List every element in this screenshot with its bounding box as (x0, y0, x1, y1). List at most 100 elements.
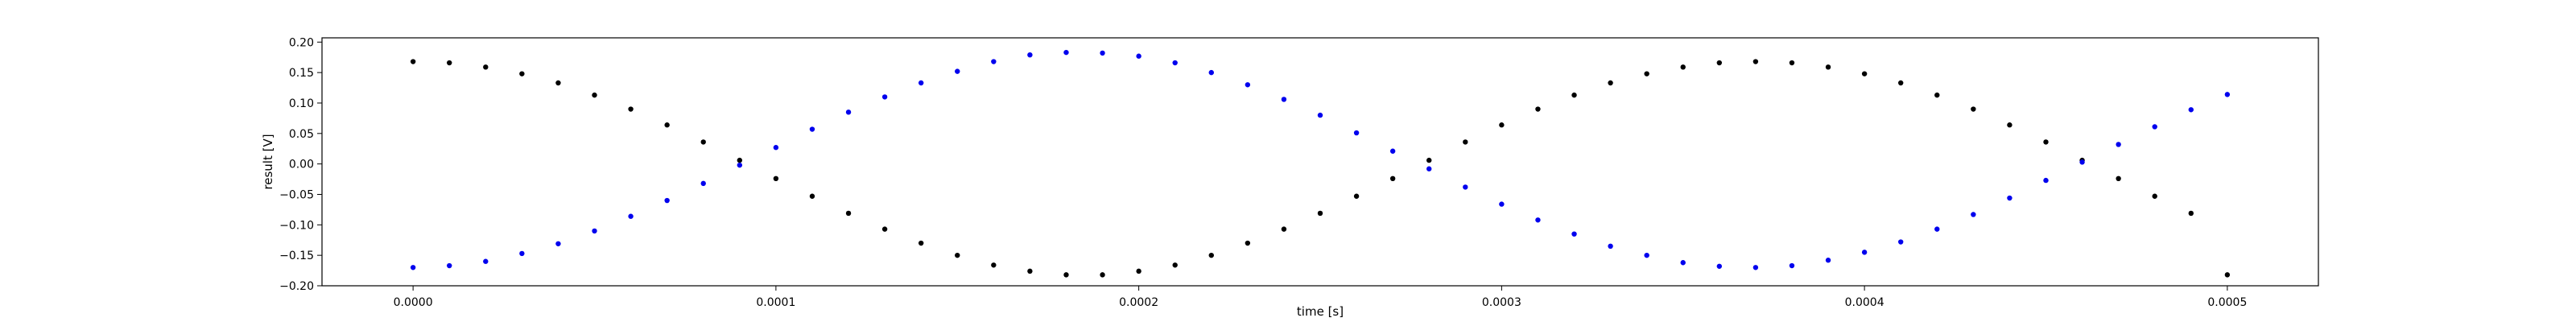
data-point (2043, 177, 2049, 184)
data-point (2188, 210, 2194, 217)
data-point (592, 92, 597, 98)
x-tick-label: 0.0004 (1845, 296, 1885, 309)
data-point (447, 60, 452, 66)
x-axis: 0.0000 0.0001 0.0002 0.0003 0.0004 0.0005 (394, 286, 2247, 309)
series-1 (410, 59, 2231, 278)
data-point (1136, 53, 1141, 59)
data-point (1825, 64, 1831, 70)
data-point (1608, 80, 1613, 86)
data-point (2043, 139, 2049, 145)
data-point (1752, 265, 1759, 270)
data-point (1245, 240, 1251, 246)
data-point (483, 258, 489, 264)
data-point (1571, 231, 1577, 237)
data-point (1136, 268, 1141, 275)
data-point (809, 193, 815, 199)
plot-area-frame (321, 37, 2319, 287)
x-axis-label: time [s] (1297, 304, 1344, 319)
data-point (483, 64, 489, 70)
data-point (955, 68, 960, 74)
data-point (1353, 193, 1360, 199)
data-point (881, 226, 888, 232)
data-point (1463, 139, 1468, 145)
data-point (1172, 60, 1178, 66)
data-point (664, 197, 670, 204)
data-point (592, 228, 597, 234)
chart-series-layer (410, 49, 2231, 278)
data-point (555, 80, 561, 86)
data-point (1897, 80, 1904, 86)
data-point (1245, 82, 1251, 88)
data-point (1027, 52, 1033, 58)
data-point (1789, 262, 1795, 269)
data-point (1571, 92, 1577, 98)
y-axis-label: result [V] (261, 134, 275, 189)
x-tick-label: 0.0000 (394, 296, 433, 309)
data-point (2079, 159, 2085, 165)
data-point (1934, 92, 1940, 98)
data-point (918, 240, 924, 246)
data-point (2007, 122, 2013, 128)
data-point (1644, 71, 1649, 76)
x-tick-label: 0.0005 (2207, 296, 2247, 309)
data-point (1897, 239, 1904, 245)
data-point (1389, 148, 1396, 154)
data-point (1752, 59, 1759, 64)
y-tick-label: −0.20 (279, 280, 314, 293)
x-tick-label: 0.0002 (1119, 296, 1158, 309)
y-tick-label: −0.10 (279, 219, 314, 232)
data-point (918, 80, 924, 86)
data-point (1027, 268, 1033, 275)
data-point (1535, 217, 1541, 223)
data-point (1063, 49, 1069, 56)
data-point (1535, 106, 1541, 112)
data-point (1971, 212, 1976, 217)
data-point (1971, 106, 1976, 112)
data-point (1716, 263, 1723, 269)
data-point (2116, 142, 2121, 147)
data-point (700, 139, 706, 145)
data-point (1063, 272, 1069, 278)
data-point (737, 157, 743, 163)
data-point (1208, 69, 1214, 76)
y-axis: −0.20 −0.15 −0.10 −0.05 0.00 0.05 0.10 0.15 0.20 (279, 36, 322, 293)
x-tick-label: 0.0003 (1482, 296, 1521, 309)
y-tick-label: −0.15 (279, 250, 314, 262)
data-point (2152, 124, 2157, 130)
data-point (1680, 260, 1686, 266)
data-point (628, 106, 634, 112)
data-point (1100, 50, 1105, 56)
data-point (1680, 64, 1686, 70)
data-point (1499, 122, 1505, 128)
data-point (1861, 250, 1868, 255)
data-point (1426, 166, 1432, 171)
series-2 (410, 49, 2231, 270)
data-point (410, 265, 416, 270)
data-point (628, 213, 634, 219)
data-point (519, 71, 525, 76)
data-point (2007, 195, 2013, 201)
data-point (1281, 226, 1287, 232)
data-point (1317, 210, 1323, 217)
data-point (955, 252, 960, 258)
data-point (2188, 107, 2194, 113)
x-tick-label: 0.0001 (756, 296, 795, 309)
data-point (1789, 60, 1795, 66)
y-tick-label: 0.10 (289, 97, 314, 110)
data-point (2116, 175, 2121, 182)
y-tick-label: −0.05 (279, 188, 314, 201)
data-point (1389, 175, 1396, 182)
data-point (845, 210, 852, 217)
data-point (410, 59, 416, 64)
data-point (845, 109, 852, 115)
y-tick-label: 0.15 (289, 67, 314, 80)
data-point (1934, 226, 1940, 232)
data-point (2224, 272, 2231, 278)
data-point (881, 94, 888, 100)
data-point (1208, 252, 1214, 258)
data-point (1353, 130, 1360, 136)
data-point (991, 59, 997, 64)
data-point (991, 262, 997, 268)
data-point (809, 126, 815, 132)
data-point (447, 262, 452, 269)
